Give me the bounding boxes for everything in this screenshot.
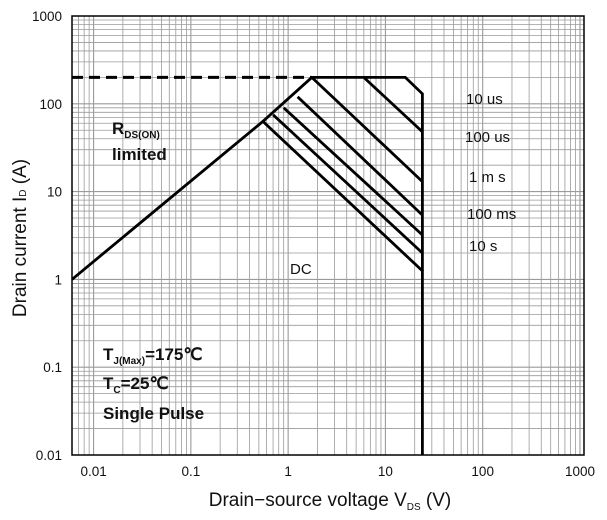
- tc-label-main: T: [103, 374, 114, 393]
- tc-label-value: =25℃: [121, 374, 169, 393]
- series-line-1-m-s: [296, 95, 424, 217]
- series-line-100-us: [310, 76, 424, 183]
- y-tick-label: 1000: [32, 9, 62, 24]
- series-line-10-us: [362, 76, 424, 133]
- grid-lines: [72, 16, 584, 455]
- x-tick-label: 100: [471, 464, 494, 479]
- series-line-100-ms: [282, 106, 424, 237]
- x-axis-label-sub: DS: [407, 502, 421, 513]
- y-axis-label-unit: (A): [10, 159, 31, 190]
- label-100ms: 100 ms: [467, 206, 516, 223]
- y-tick-labels: 0.01 0.1 1 10 100 1000: [32, 9, 62, 463]
- y-tick-label: 0.01: [36, 448, 62, 463]
- y-tick-label: 100: [39, 97, 62, 112]
- y-tick-label: 1: [54, 272, 62, 287]
- label-100us: 100 us: [465, 129, 510, 146]
- tc-label: TC=25℃: [103, 374, 169, 396]
- series-line-dc: [71, 119, 424, 455]
- x-axis-label-main: Drain−source voltage V: [209, 490, 407, 511]
- y-tick-label: 0.1: [43, 360, 62, 375]
- x-tick-label: 1: [284, 464, 292, 479]
- chart-traces: [71, 75, 424, 455]
- single-pulse-label: Single Pulse: [103, 404, 204, 423]
- rds-limited-label: limited: [112, 145, 167, 164]
- x-tick-label: 10: [378, 464, 393, 479]
- tc-label-sub: C: [113, 385, 120, 396]
- x-tick-label: 0.1: [181, 464, 200, 479]
- dc-label: DC: [290, 261, 312, 278]
- label-1ms: 1 m s: [469, 169, 506, 186]
- y-axis-label: Drain current ID (A): [10, 159, 31, 317]
- rds-on-label-main: R: [112, 119, 124, 138]
- tj-label-main: T: [103, 345, 114, 364]
- plot-frame: [71, 15, 585, 456]
- tj-label-sub: J(Max): [113, 356, 145, 367]
- x-tick-label: 0.01: [80, 464, 106, 479]
- rds-on-label: RDS(ON): [112, 119, 160, 141]
- x-axis-label-unit: (V): [421, 490, 452, 511]
- x-tick-labels: 0.01 0.1 1 10 100 1000: [80, 464, 595, 479]
- rds-on-label-sub: DS(ON): [124, 130, 160, 141]
- y-axis-label-sub: D: [18, 190, 29, 197]
- x-axis-label: Drain−source voltage VDS (V): [209, 490, 452, 513]
- y-axis-label-main: Drain current I: [10, 197, 31, 317]
- x-tick-label: 1000: [565, 464, 595, 479]
- tj-label-value: =175℃: [145, 345, 202, 364]
- tj-label: TJ(Max)=175℃: [103, 345, 202, 367]
- series-line-10-s: [272, 113, 424, 255]
- series-line-envelope: [261, 76, 424, 271]
- label-10us: 10 us: [466, 91, 503, 108]
- y-tick-label: 10: [47, 185, 62, 200]
- label-10s: 10 s: [469, 238, 497, 255]
